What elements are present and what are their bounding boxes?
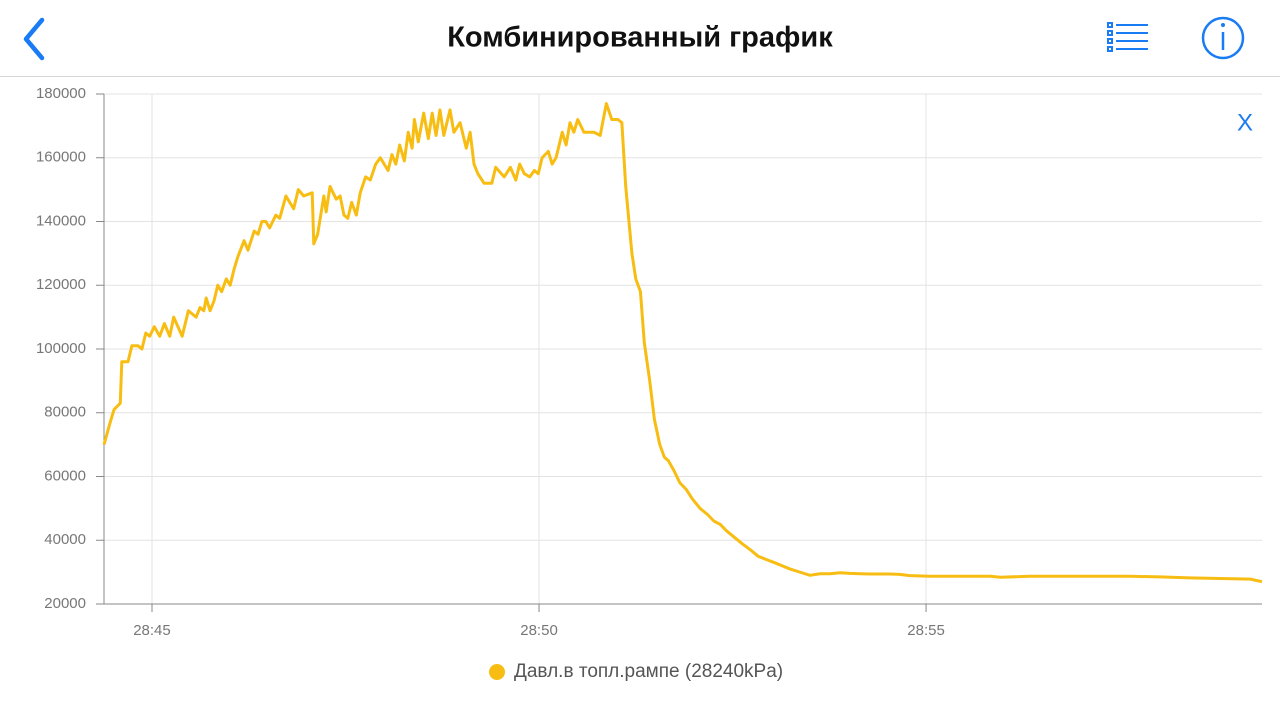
- y-tick-label: 160000: [36, 149, 86, 166]
- x-tick-label: 28:45: [133, 622, 171, 639]
- y-tick-label: 60000: [44, 467, 86, 484]
- y-tick-label: 180000: [36, 85, 86, 102]
- list-button[interactable]: [1107, 22, 1148, 52]
- back-icon[interactable]: [23, 17, 45, 61]
- header-title: Комбинированный график: [447, 22, 833, 54]
- legend-label: Давл.в топл.рампе (28240kPa): [514, 661, 783, 682]
- data-line: [102, 102, 1263, 584]
- info-button[interactable]: [1201, 16, 1245, 60]
- x-tick-label: 28:55: [907, 622, 945, 639]
- y-tick-label: 120000: [36, 276, 86, 293]
- back-button[interactable]: [23, 17, 45, 61]
- y-tick-label: 40000: [44, 531, 86, 548]
- plot: 20000 40000 60000 80000 100000 120000 140000 16…: [36, 85, 1263, 682]
- legend-marker: [489, 664, 505, 680]
- y-tick-label: 140000: [36, 212, 86, 229]
- y-tick-label: 20000: [44, 595, 86, 612]
- x-tick-label: 28:50: [520, 622, 558, 639]
- close-button[interactable]: X: [1237, 109, 1253, 136]
- y-tick-label: 100000: [36, 340, 86, 357]
- y-tick-label: 80000: [44, 404, 86, 421]
